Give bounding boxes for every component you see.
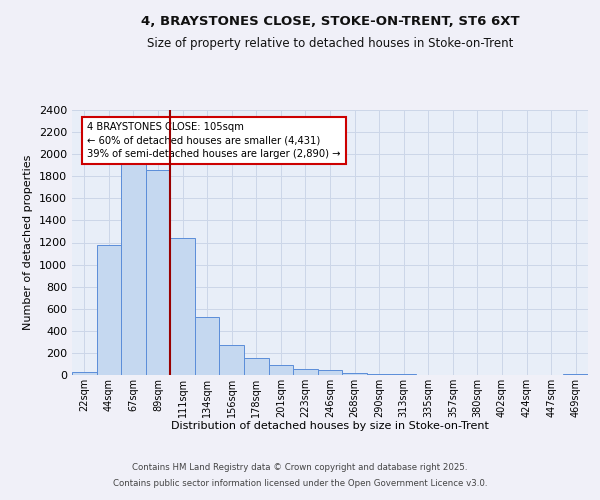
Bar	[563, 374, 588, 375]
Bar	[220, 344, 244, 375]
Bar	[342, 373, 367, 375]
Bar	[72, 372, 97, 375]
Bar	[170, 238, 195, 375]
Bar	[244, 358, 269, 375]
Bar	[318, 370, 342, 375]
Text: Size of property relative to detached houses in Stoke-on-Trent: Size of property relative to detached ho…	[147, 38, 513, 51]
Bar	[269, 365, 293, 375]
Bar	[367, 374, 391, 375]
Text: 4 BRAYSTONES CLOSE: 105sqm
← 60% of detached houses are smaller (4,431)
39% of s: 4 BRAYSTONES CLOSE: 105sqm ← 60% of deta…	[87, 122, 341, 158]
Text: Contains HM Land Registry data © Crown copyright and database right 2025.: Contains HM Land Registry data © Crown c…	[132, 464, 468, 472]
Text: Contains public sector information licensed under the Open Government Licence v3: Contains public sector information licen…	[113, 478, 487, 488]
Text: 4, BRAYSTONES CLOSE, STOKE-ON-TRENT, ST6 6XT: 4, BRAYSTONES CLOSE, STOKE-ON-TRENT, ST6…	[140, 15, 520, 28]
X-axis label: Distribution of detached houses by size in Stoke-on-Trent: Distribution of detached houses by size …	[171, 422, 489, 432]
Bar	[121, 154, 146, 375]
Bar	[146, 170, 170, 375]
Y-axis label: Number of detached properties: Number of detached properties	[23, 155, 34, 330]
Bar	[195, 317, 220, 375]
Bar	[97, 246, 121, 375]
Bar	[391, 374, 416, 375]
Bar	[293, 369, 318, 375]
